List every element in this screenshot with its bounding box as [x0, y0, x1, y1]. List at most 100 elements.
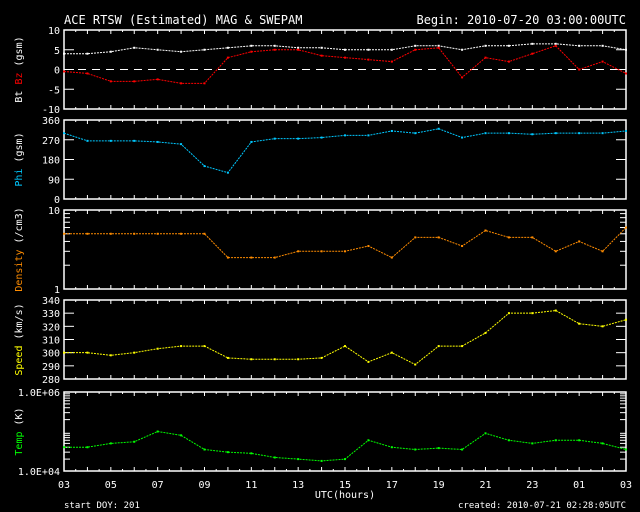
data-point: [578, 322, 581, 325]
data-point: [320, 250, 323, 253]
data-point: [578, 68, 581, 71]
y-tick-label: 300: [42, 349, 60, 360]
x-tick-label: 07: [152, 480, 164, 491]
x-tick-label: 03: [58, 480, 70, 491]
y-label-part: Bz: [14, 73, 25, 91]
data-point: [344, 56, 346, 59]
data-point: [437, 44, 440, 47]
data-point: [531, 42, 534, 45]
data-point: [578, 132, 581, 135]
y-label-part: (/cm3): [14, 207, 25, 249]
data-point: [226, 356, 229, 359]
data-point: [625, 448, 627, 451]
data-point: [554, 309, 557, 312]
y-axis-label: Speed (km/s): [14, 303, 25, 375]
data-point: [180, 50, 183, 53]
data-point: [554, 439, 557, 442]
plot-frame: [63, 209, 627, 290]
series-bz: [63, 45, 627, 84]
data-point: [531, 133, 534, 136]
start-doy: start DOY: 201: [64, 501, 140, 511]
data-point: [437, 127, 440, 130]
data-point: [367, 48, 370, 51]
data-point: [109, 139, 112, 142]
data-point: [625, 48, 627, 51]
data-point: [180, 345, 183, 348]
data-point: [86, 351, 89, 354]
data-point: [414, 363, 417, 366]
data-point: [250, 140, 253, 143]
series-temp: [64, 430, 627, 462]
series-speed: [64, 310, 627, 366]
data-point: [109, 442, 112, 445]
data-point: [484, 44, 487, 47]
data-point: [109, 232, 112, 235]
data-point: [461, 245, 464, 248]
y-axis-label: Density (/cm3): [14, 207, 25, 291]
data-point: [273, 48, 276, 51]
data-point: [86, 446, 89, 449]
y-tick-label: 290: [42, 362, 60, 373]
data-point: [507, 132, 510, 135]
data-point: [156, 430, 159, 433]
data-point: [484, 432, 487, 435]
data-point: [273, 137, 276, 140]
y-tick-label: 5: [54, 46, 60, 57]
y-tick-label: 90: [48, 175, 60, 186]
data-point: [226, 451, 229, 454]
data-point: [367, 360, 370, 363]
data-point: [507, 312, 510, 315]
data-point: [554, 44, 557, 47]
data-point: [86, 139, 89, 142]
y-label-part: (K): [14, 407, 25, 431]
plot-frame: [63, 119, 627, 200]
y-tick-label: -10: [42, 105, 60, 116]
data-point: [156, 48, 159, 51]
y-axis-label: Bt Bz (gsm): [14, 36, 25, 102]
y-label-part: Density: [14, 250, 25, 292]
data-point: [344, 48, 346, 51]
data-point: [180, 143, 183, 146]
data-point: [203, 448, 206, 451]
data-point: [133, 232, 136, 235]
data-point: [320, 46, 323, 49]
y-label-part: (gsm): [14, 36, 25, 72]
y-axis-label: Phi (gsm): [14, 132, 25, 186]
data-point: [625, 72, 627, 75]
x-tick-label: 11: [245, 480, 257, 491]
data-point: [531, 312, 534, 315]
y-tick-label: 320: [42, 322, 60, 333]
data-point: [250, 358, 253, 361]
data-point: [180, 232, 183, 235]
data-point: [414, 44, 417, 47]
y-label-part: (km/s): [14, 303, 25, 345]
data-point: [507, 60, 510, 63]
data-point: [156, 232, 159, 235]
data-point: [390, 446, 393, 449]
data-point: [156, 347, 159, 350]
data-point: [461, 136, 464, 139]
y-label-part: Phi: [14, 169, 25, 187]
panel-phi: 360 270 180 90 0 Phi (gsm): [14, 116, 627, 206]
data-point: [414, 236, 417, 239]
data-point: [578, 240, 581, 243]
data-point: [390, 351, 393, 354]
data-point: [109, 80, 112, 83]
x-tick-label: 09: [198, 480, 210, 491]
x-tick-label: 05: [105, 480, 117, 491]
data-point: [203, 232, 206, 235]
data-point: [133, 80, 136, 83]
data-point: [625, 226, 627, 229]
data-point: [226, 171, 229, 174]
data-point: [437, 345, 440, 348]
data-point: [390, 129, 393, 132]
y-tick-label: 310: [42, 336, 60, 347]
data-point: [86, 232, 89, 235]
data-point: [390, 256, 393, 259]
data-point: [578, 439, 581, 442]
data-point: [63, 70, 65, 73]
x-tick-label: 17: [386, 480, 398, 491]
y-tick-label: 360: [42, 116, 60, 127]
y-tick-label: 1.0E+06: [18, 388, 60, 399]
